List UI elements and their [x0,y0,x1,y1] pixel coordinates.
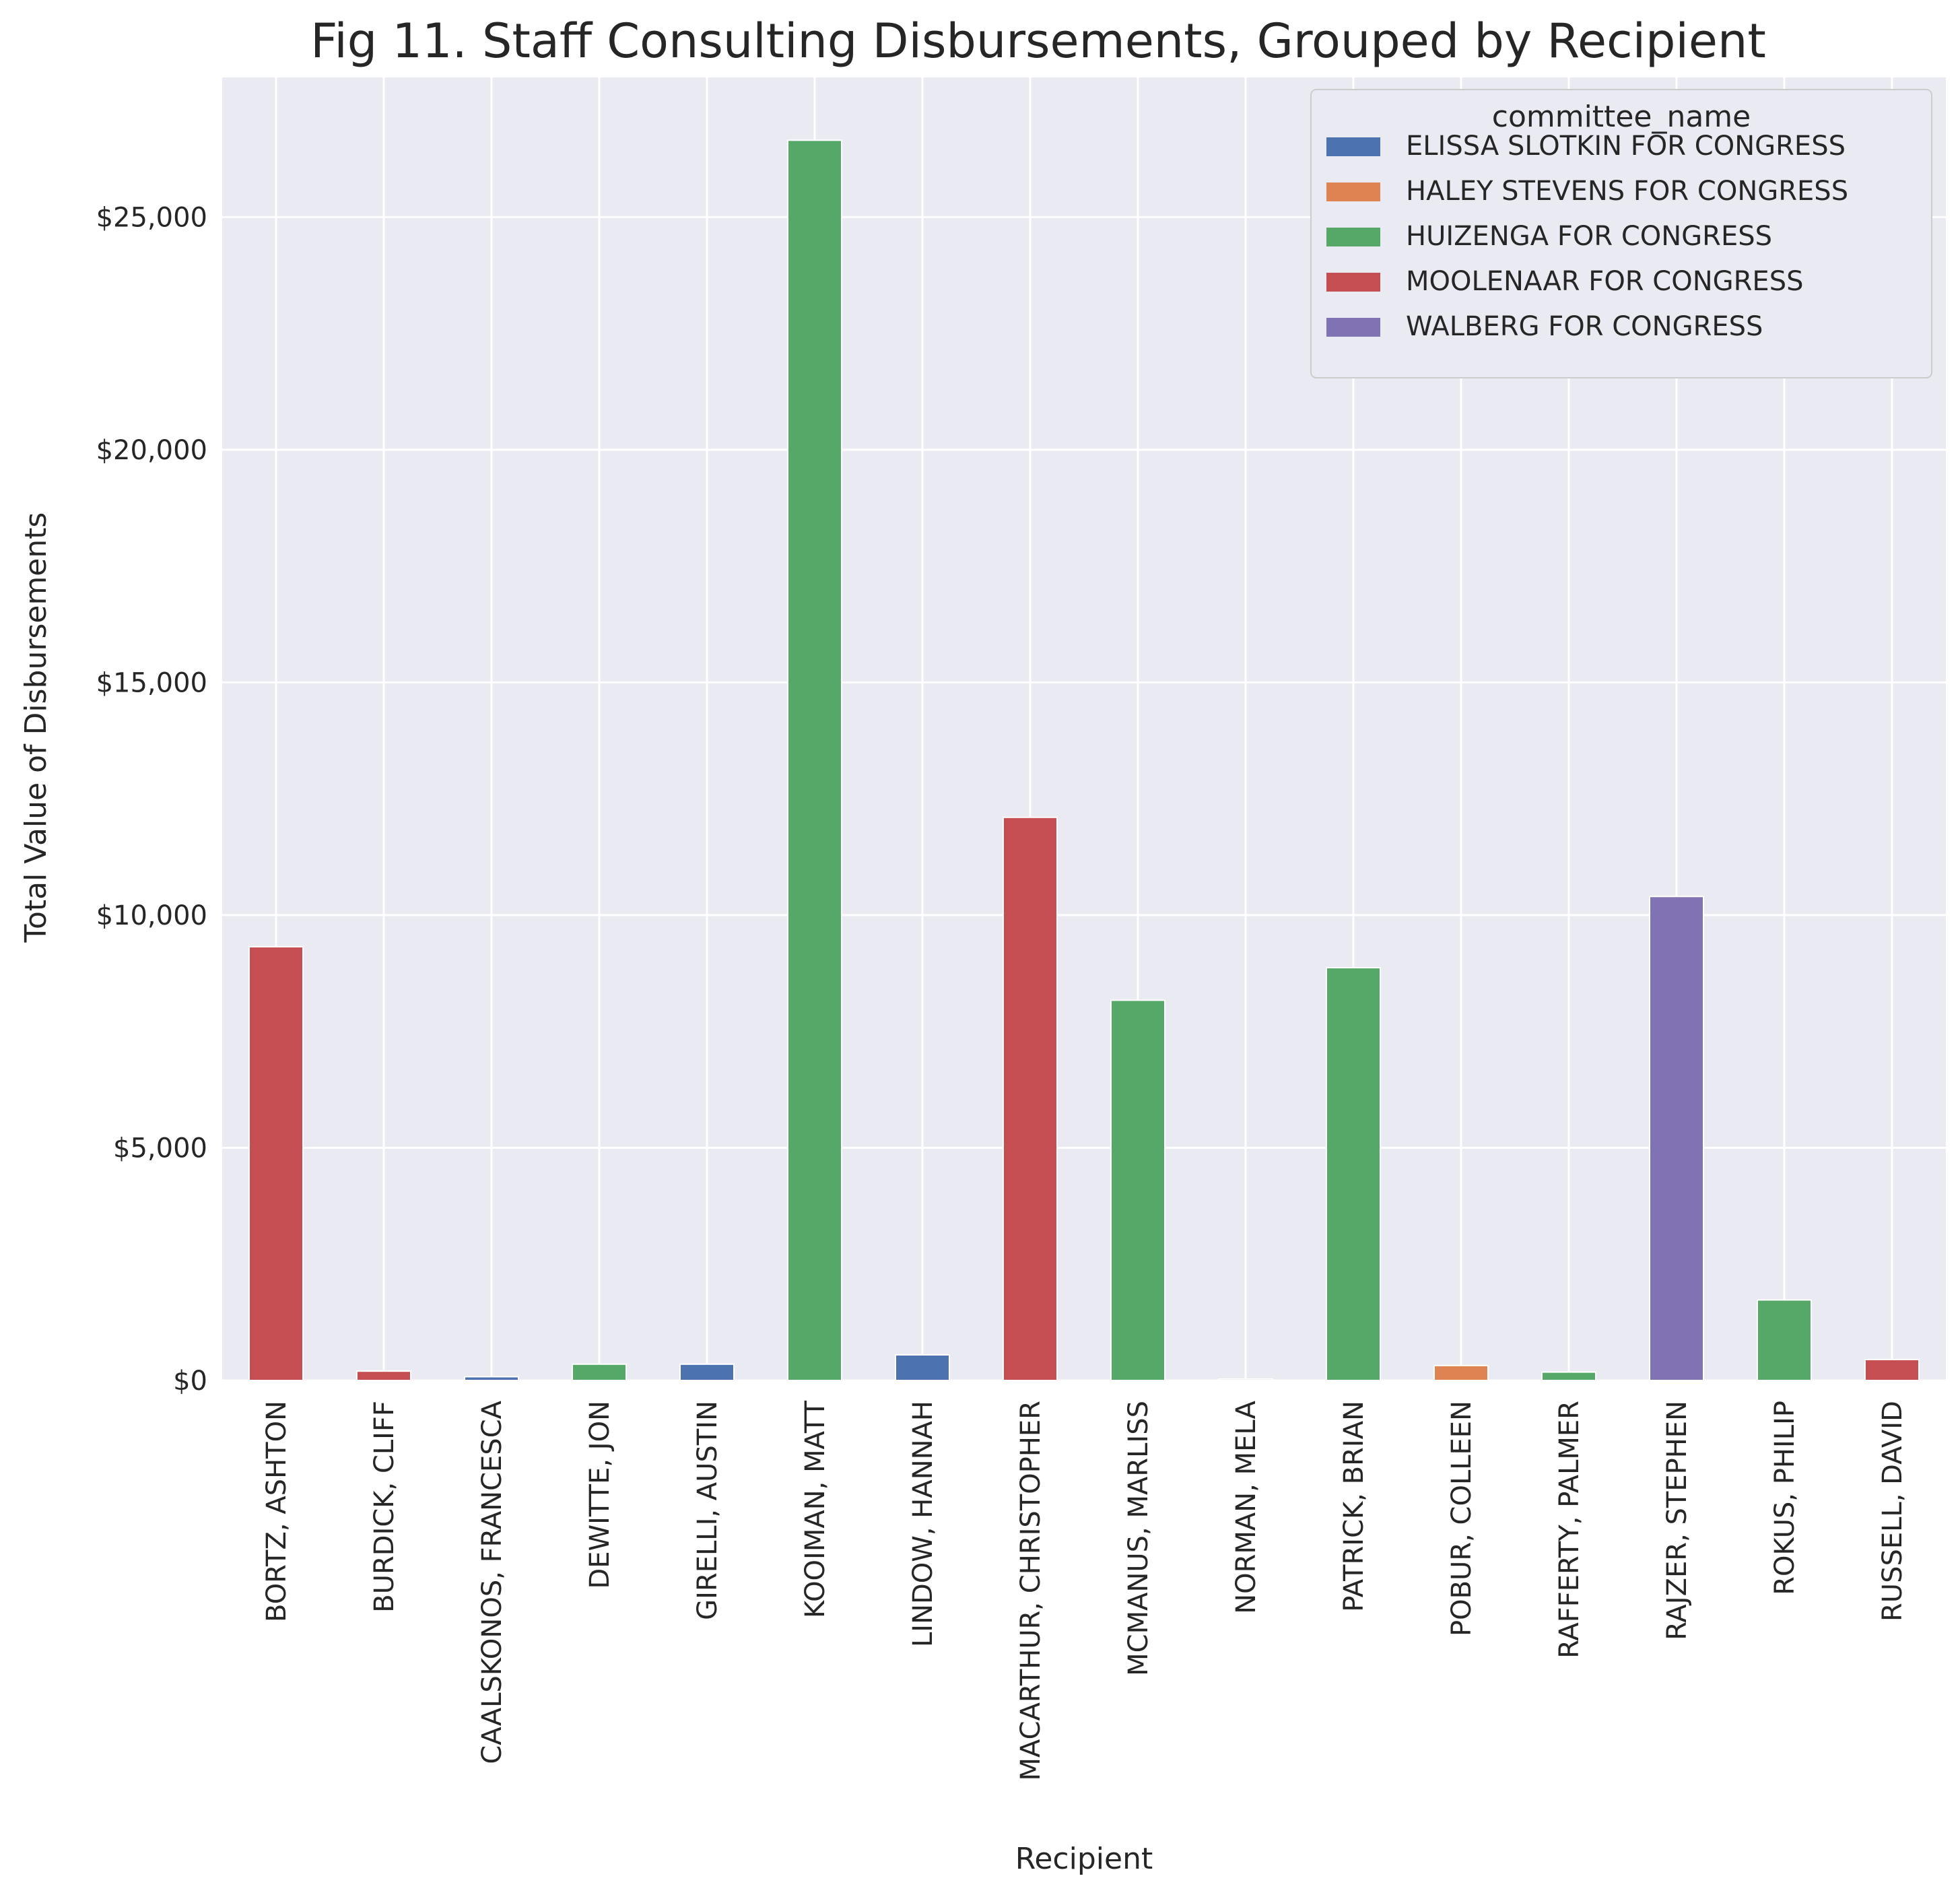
bar [248,945,304,1381]
x-tick-label: MACARTHUR, CHRISTOPHER [1015,1401,1046,1781]
x-tick-label: DEWITTE, JON [584,1401,615,1589]
legend: committee_name ELISSA SLOTKIN FOR CONGRE… [1310,89,1932,378]
bar [1326,967,1381,1381]
y-tick-label: $20,000 [96,435,207,466]
bar [1110,999,1165,1381]
bar [1864,1358,1920,1381]
y-tick-label: $15,000 [96,667,207,698]
bar [1433,1364,1489,1382]
legend-swatch [1326,318,1380,337]
y-axis-ticks: $0 $5,000 $10,000 $15,000 $20,000 $25,000 [96,202,207,1397]
legend-label: MOOLENAAR FOR CONGRESS [1406,266,1804,297]
legend-swatch [1326,182,1380,201]
bar [895,1354,950,1382]
x-axis-ticks: BORTZ, ASHTON BURDICK, CLIFF CAALSKONOS, F… [261,1400,1908,1780]
bar [1003,816,1058,1381]
x-tick-label: MCMANUS, MARLISS [1123,1401,1154,1676]
bar [1218,1378,1273,1381]
x-tick-label: RUSSELL, DAVID [1877,1401,1908,1622]
x-tick-label: KOOIMAN, MATT [800,1400,831,1618]
x-axis-label: Recipient [1015,1842,1153,1876]
chart-title: Fig 11. Staff Consulting Disbursements, … [310,13,1766,69]
x-tick-label: NORMAN, MELA [1231,1400,1262,1613]
x-tick-label: LINDOW, HANNAH [908,1401,939,1647]
legend-box [1310,89,1932,378]
x-tick-label: POBUR, COLLEEN [1446,1401,1477,1636]
legend-label: ELISSA SLOTKIN FOR CONGRESS [1406,131,1846,162]
legend-swatch [1326,273,1380,292]
bar [1757,1299,1812,1382]
bar [356,1370,411,1382]
x-tick-label: CAALSKONOS, FRANCESCA [477,1400,508,1764]
bars [248,139,1920,1382]
y-axis-label: Total Value of Disbursements [19,512,53,943]
y-tick-label: $25,000 [96,202,207,233]
legend-swatch [1326,137,1380,156]
x-tick-label: RAFFERTY, PALMER [1554,1401,1585,1659]
legend-swatch [1326,228,1380,246]
x-tick-label: BURDICK, CLIFF [369,1401,400,1613]
bar [679,1363,735,1381]
bar [572,1363,627,1381]
x-tick-label: GIRELLI, AUSTIN [692,1401,723,1620]
y-tick-label: $5,000 [113,1133,207,1164]
x-tick-label: RAJZER, STEPHEN [1662,1401,1693,1640]
bar [1649,896,1704,1382]
bar [787,139,842,1381]
y-tick-label: $10,000 [96,900,207,931]
legend-title: committee_name [1492,100,1751,134]
x-tick-label: BORTZ, ASHTON [261,1401,292,1622]
bar [1541,1371,1596,1381]
legend-label: HUIZENGA FOR CONGRESS [1406,221,1772,252]
bar [464,1376,519,1382]
legend-label: WALBERG FOR CONGRESS [1406,311,1763,342]
legend-label: HALEY STEVENS FOR CONGRESS [1406,176,1848,207]
x-tick-label: PATRICK, BRIAN [1339,1401,1370,1612]
x-tick-label: ROKUS, PHILIP [1769,1401,1800,1595]
y-tick-label: $0 [173,1366,207,1397]
